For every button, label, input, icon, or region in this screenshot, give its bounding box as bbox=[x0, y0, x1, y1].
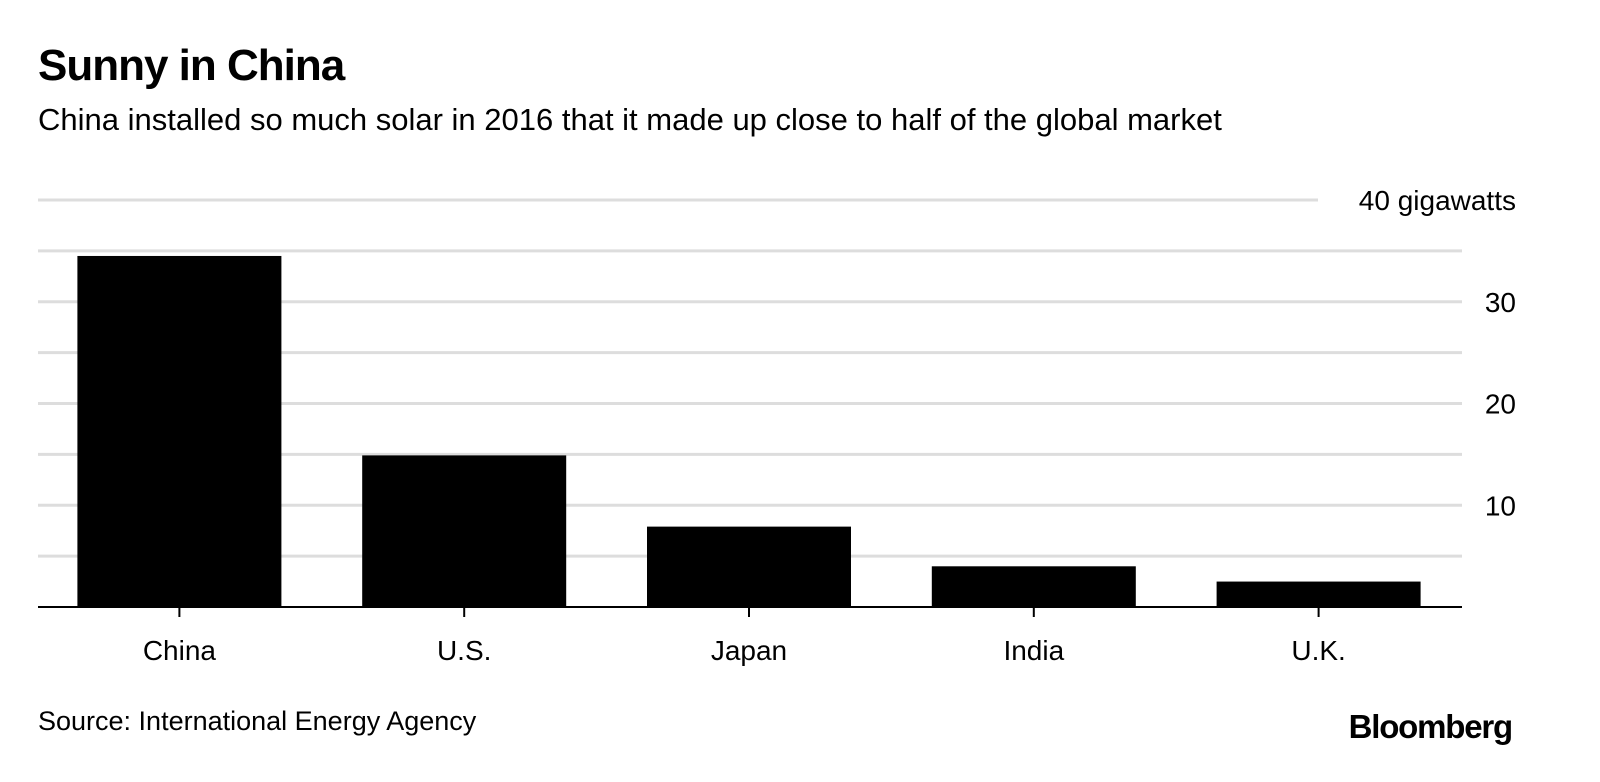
bar-india bbox=[931, 566, 1136, 607]
chart-subtitle: China installed so much solar in 2016 th… bbox=[38, 102, 1222, 137]
y-axis-tick-labels: 10 20 30 40 gigawatts bbox=[1359, 185, 1516, 521]
chart-title: Sunny in China bbox=[38, 41, 345, 90]
y-tick-label: 30 bbox=[1485, 287, 1516, 318]
bar-japan bbox=[647, 526, 851, 607]
x-tick-label: Japan bbox=[711, 635, 787, 666]
bars bbox=[77, 255, 1421, 607]
bar-us bbox=[362, 455, 567, 607]
y-tick-label: 40 gigawatts bbox=[1359, 185, 1516, 216]
x-axis-ticks: China U.S. Japan India U.K. bbox=[143, 607, 1346, 666]
bloomberg-logo: Bloomberg bbox=[1348, 708, 1514, 745]
x-tick-label: India bbox=[1003, 635, 1064, 666]
bar-china bbox=[77, 255, 282, 607]
x-tick-label: U.S. bbox=[437, 635, 491, 666]
source-note: Source: International Energy Agency bbox=[38, 706, 477, 736]
y-tick-label: 10 bbox=[1485, 490, 1516, 521]
bar-uk bbox=[1216, 581, 1421, 607]
x-tick-label: U.K. bbox=[1291, 635, 1345, 666]
x-tick-label: China bbox=[143, 635, 217, 666]
y-tick-label: 20 bbox=[1485, 389, 1516, 420]
